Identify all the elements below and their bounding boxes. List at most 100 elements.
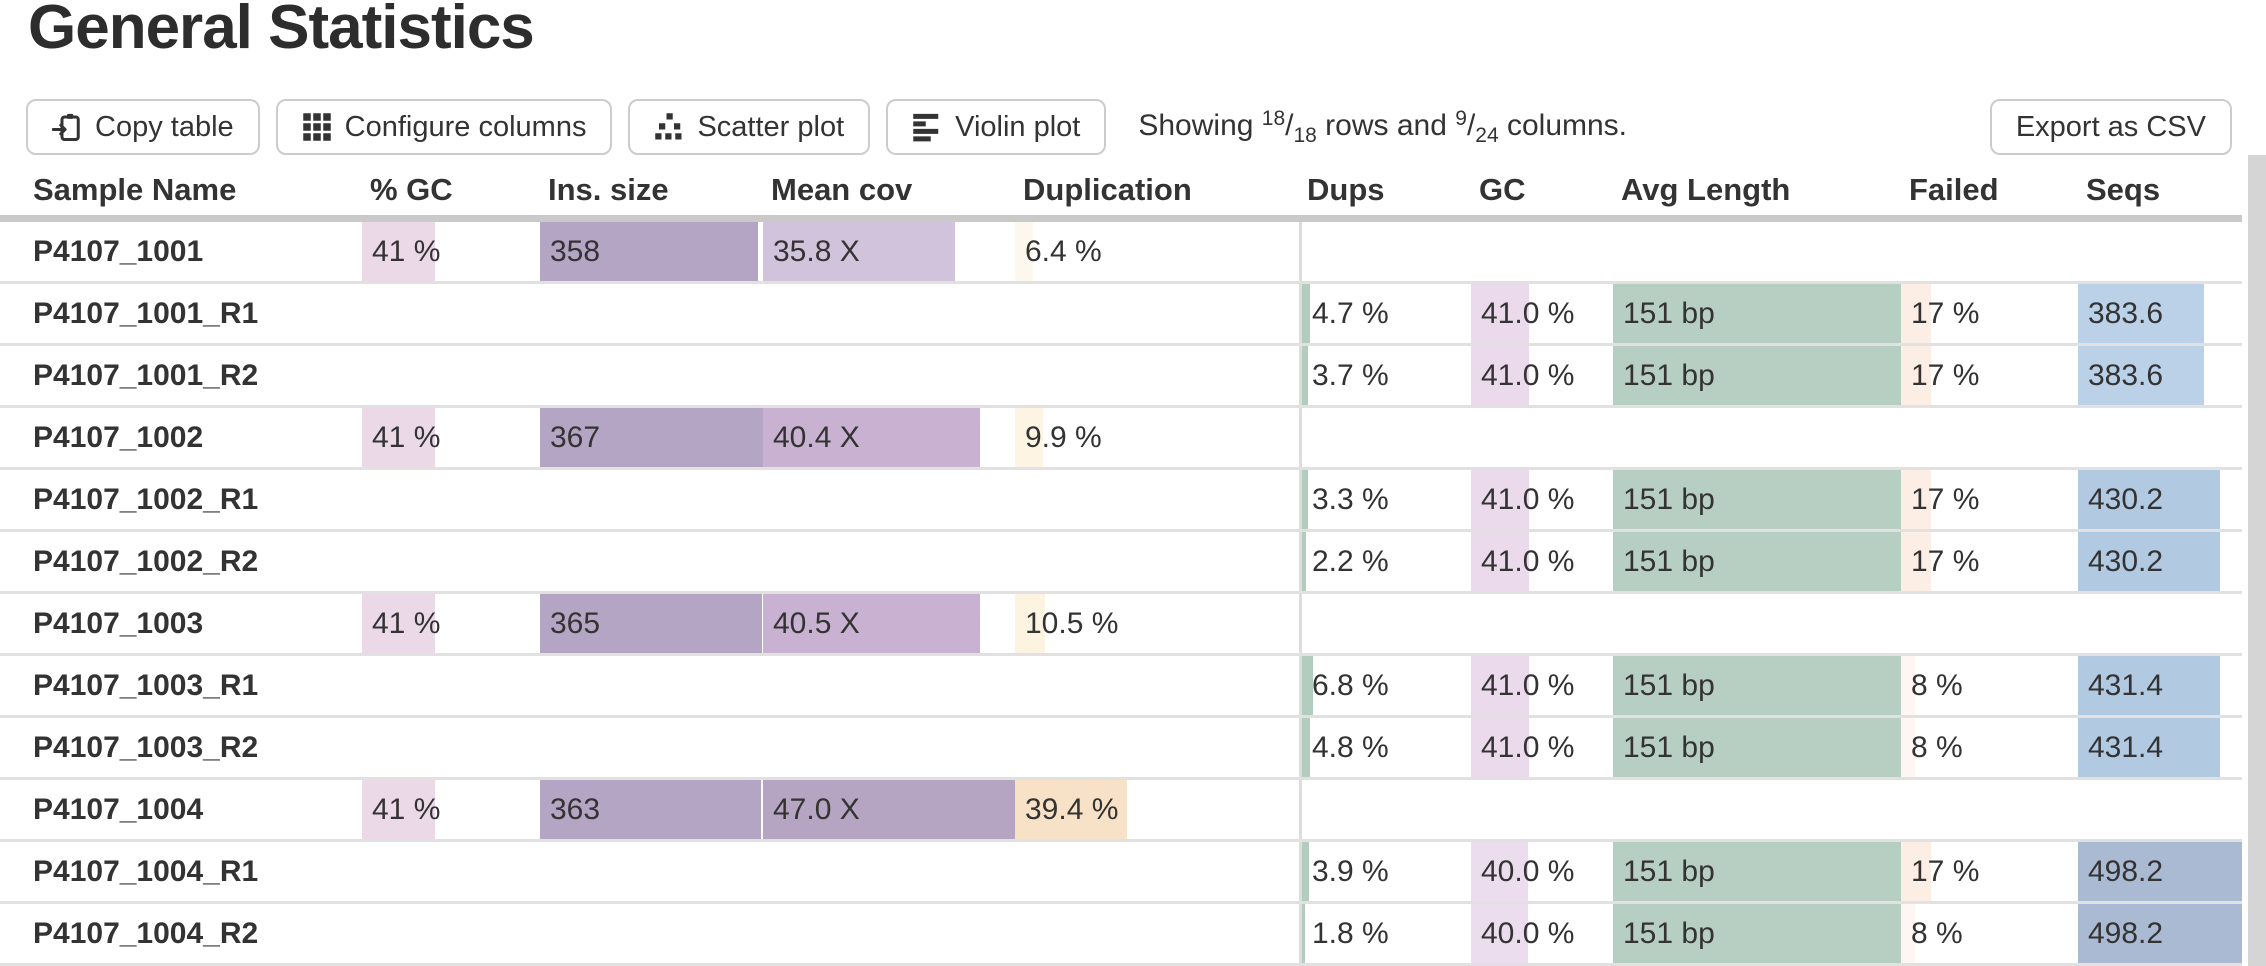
cell-failed: 8 % xyxy=(1901,904,2078,963)
gc-value: 40.0 % xyxy=(1481,855,1575,888)
cell-dups xyxy=(1299,408,1471,467)
ins_size-value-bar xyxy=(540,780,761,839)
cell-avg_length xyxy=(1613,408,1901,467)
sample-name-cell: P4107_1003_R2 xyxy=(0,718,362,777)
column-header-duplication[interactable]: Duplication xyxy=(1023,171,1192,207)
scatter-plot-label: Scatter plot xyxy=(697,110,845,143)
table-row: P4107_1004_R2 1.8 % 40.0 % 151 bp 8 % 498.2 xyxy=(0,904,2242,966)
sample-name-cell: P4107_1004_R2 xyxy=(0,904,362,963)
column-header-failed[interactable]: Failed xyxy=(1909,171,1999,207)
cell-avg_length: 151 bp xyxy=(1613,532,1901,591)
column-header-pct_gc[interactable]: % GC xyxy=(370,171,453,207)
gc-value-bar xyxy=(1471,842,1528,901)
avg_length-value-bar xyxy=(1613,904,1901,963)
clipboard-arrow-icon xyxy=(52,112,82,142)
dups-value-bar xyxy=(1302,718,1311,777)
duplication-value: 9.9 % xyxy=(1025,421,1102,454)
table-row: P4107_1002 41 % 367 40.4 X 9.9 % xyxy=(0,408,2242,470)
cell-failed: 17 % xyxy=(1901,284,2078,343)
ins_size-value: 365 xyxy=(550,607,601,640)
page-title: General Statistics xyxy=(28,0,535,62)
cell-mean_cov: 35.8 X xyxy=(763,222,1015,281)
cell-pct_gc xyxy=(362,718,540,777)
cell-seqs: 431.4 xyxy=(2078,656,2242,715)
cell-failed: 8 % xyxy=(1901,718,2078,777)
column-header-sample[interactable]: Sample Name xyxy=(33,171,237,207)
avg_length-value: 151 bp xyxy=(1623,545,1715,578)
mean_cov-value: 47.0 X xyxy=(773,793,860,826)
column-header-seqs[interactable]: Seqs xyxy=(2086,171,2161,207)
cell-gc xyxy=(1471,408,1613,467)
sample-name: P4107_1004_R1 xyxy=(33,855,259,888)
column-header-mean_cov[interactable]: Mean cov xyxy=(771,171,913,207)
dups-value: 3.9 % xyxy=(1312,855,1389,888)
column-header-dups[interactable]: Dups xyxy=(1307,171,1385,207)
cell-ins_size xyxy=(540,904,763,963)
seqs-value-bar xyxy=(2078,284,2205,343)
sample-name: P4107_1001_R2 xyxy=(33,359,259,392)
table-row: P4107_1003_R1 6.8 % 41.0 % 151 bp 8 % 431.4 xyxy=(0,656,2242,718)
scatter-dots-icon xyxy=(654,112,684,142)
avg_length-value: 151 bp xyxy=(1623,359,1715,392)
sample-name: P4107_1004 xyxy=(33,793,204,826)
cell-failed: 17 % xyxy=(1901,842,2078,901)
cell-ins_size xyxy=(540,532,763,591)
gc-value: 41.0 % xyxy=(1481,545,1575,578)
cell-ins_size xyxy=(540,284,763,343)
cell-seqs xyxy=(2078,780,2242,839)
scatter-plot-button[interactable]: Scatter plot xyxy=(628,99,871,155)
cell-dups xyxy=(1299,222,1471,281)
cell-pct_gc xyxy=(362,346,540,405)
avg_length-value: 151 bp xyxy=(1623,855,1715,888)
mean_cov-value-bar xyxy=(763,594,981,653)
cell-pct_gc: 41 % xyxy=(362,222,540,281)
vertical-scrollbar-thumb[interactable] xyxy=(2248,155,2266,966)
avg_length-value-bar xyxy=(1613,346,1901,405)
cell-pct_gc xyxy=(362,284,540,343)
sample-name: P4107_1002_R2 xyxy=(33,545,259,578)
sample-name: P4107_1002 xyxy=(33,421,204,454)
mean_cov-value-bar xyxy=(763,780,1015,839)
table-row: P4107_1004 41 % 363 47.0 X 39.4 % xyxy=(0,780,2242,842)
sample-name-cell: P4107_1004_R1 xyxy=(0,842,362,901)
cell-duplication xyxy=(1015,656,1299,715)
avg_length-value: 151 bp xyxy=(1623,917,1715,950)
grid-icon xyxy=(302,112,332,142)
ins_size-value-bar xyxy=(540,408,763,467)
configure-columns-label: Configure columns xyxy=(344,110,587,143)
cell-failed: 17 % xyxy=(1901,346,2078,405)
cell-failed: 17 % xyxy=(1901,470,2078,529)
column-header-avg_length[interactable]: Avg Length xyxy=(1621,171,1791,207)
avg_length-value-bar xyxy=(1613,656,1901,715)
cell-seqs xyxy=(2078,408,2242,467)
cell-mean_cov: 40.4 X xyxy=(763,408,1015,467)
seqs-value-bar xyxy=(2078,346,2205,405)
configure-columns-button[interactable]: Configure columns xyxy=(275,99,613,155)
table-row: P4107_1001 41 % 358 35.8 X 6.4 % xyxy=(0,222,2242,284)
cell-gc: 41.0 % xyxy=(1471,532,1613,591)
sample-name-cell: P4107_1002_R1 xyxy=(0,470,362,529)
failed-value-bar xyxy=(1901,904,1916,963)
gc-value-bar xyxy=(1471,470,1530,529)
seqs-value: 431.4 xyxy=(2088,669,2164,702)
cell-avg_length: 151 bp xyxy=(1613,284,1901,343)
gc-value-bar xyxy=(1471,346,1530,405)
duplication-value-bar xyxy=(1015,780,1127,839)
violin-plot-button[interactable]: Violin plot xyxy=(886,99,1107,155)
cell-dups xyxy=(1299,780,1471,839)
export-csv-button[interactable]: Export as CSV xyxy=(1989,99,2232,155)
showing-rows-columns-text: Showing 18/18 rows and 9/24 columns. xyxy=(1138,106,1628,147)
dups-value: 4.8 % xyxy=(1312,731,1389,764)
cell-avg_length: 151 bp xyxy=(1613,718,1901,777)
cell-mean_cov xyxy=(763,656,1015,715)
dups-value-bar xyxy=(1302,842,1309,901)
failed-value-bar xyxy=(1901,284,1932,343)
cell-failed xyxy=(1901,780,2078,839)
cell-pct_gc xyxy=(362,532,540,591)
cell-seqs: 431.4 xyxy=(2078,718,2242,777)
copy-table-button[interactable]: Copy table xyxy=(26,99,260,155)
column-header-gc[interactable]: GC xyxy=(1479,171,1526,207)
column-header-ins_size[interactable]: Ins. size xyxy=(548,171,669,207)
failed-value-bar xyxy=(1901,718,1916,777)
cell-duplication xyxy=(1015,718,1299,777)
